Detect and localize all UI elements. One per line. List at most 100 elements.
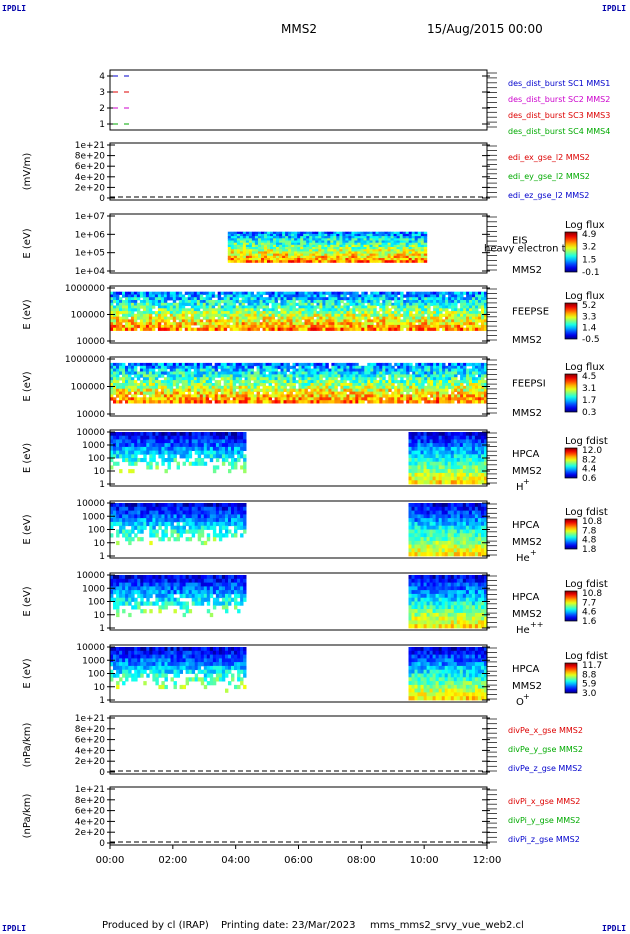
footer-printing-date: Printing date: 23/Mar/2023 [221, 920, 356, 931]
species-label: H [516, 482, 524, 493]
species-label: O [516, 697, 524, 708]
footer-filename: mms_mms2_srvy_vue_web2.cl [370, 920, 524, 931]
y-tick-label: 1 [99, 696, 105, 706]
footer-produced-by: Produced by cl (IRAP) [102, 920, 209, 931]
instrument-label: HPCA [512, 664, 540, 675]
colorbar-tick-label: 11.7 [582, 661, 602, 671]
y-tick-label: 1 [99, 624, 105, 634]
colorbar-tick-label: 5.2 [582, 301, 596, 311]
y-axis-label: E (eV) [22, 658, 33, 688]
instrument-label: HPCA [512, 449, 540, 460]
colorbar-tick-label: 3.3 [582, 312, 596, 322]
colorbar [564, 231, 578, 273]
y-tick-label: 1000 [82, 584, 105, 594]
y-axis-label: (nPa/km) [22, 794, 33, 839]
instrument-label: FEEPSE [512, 307, 549, 318]
y-axis-label: E (eV) [22, 514, 33, 544]
panel-frame [109, 142, 488, 201]
y-tick-label: 1 [99, 120, 105, 130]
y-axis-label: E (eV) [22, 586, 33, 616]
colorbar-tick-label: 0.6 [582, 474, 597, 484]
species-label: He [516, 553, 530, 564]
y-tick-label: 8e+20 [75, 796, 106, 806]
y-tick-label: 10 [94, 467, 106, 477]
legend-label: divPi_x_gse MMS2 [508, 797, 580, 806]
heatmap-hpca_h [110, 432, 488, 485]
colorbar-tick-label: 8.8 [582, 670, 597, 680]
y-tick-label: 10 [94, 539, 106, 549]
legend-label: divPi_z_gse MMS2 [508, 835, 580, 844]
y-tick-label: 2e+20 [75, 757, 106, 767]
page-title-spacecraft: MMS2 [281, 22, 317, 36]
legend-label: edi_ex_gse_l2 MMS2 [508, 153, 590, 162]
species-charge: + [523, 477, 530, 486]
legend-label: edi_ez_gse_l2 MMS2 [508, 191, 589, 200]
colorbar-title: Log flux [565, 220, 605, 231]
colorbar [564, 302, 578, 340]
colorbar [564, 447, 578, 479]
y-tick-label: 6e+20 [75, 736, 106, 746]
y-tick-label: 1e+07 [75, 212, 105, 222]
instrument-label: HPCA [512, 592, 540, 603]
y-tick-label: 8e+20 [75, 152, 106, 162]
y-tick-label: 0 [99, 194, 105, 204]
x-tick-label: 04:00 [221, 855, 250, 866]
y-tick-label: 10000 [76, 643, 105, 653]
panel-hpca_o: 10000 1000 100 10 1 E (eV) HPCA MMS2 O+ Log fdist… [22, 643, 608, 708]
y-tick-label: 0 [99, 768, 105, 778]
instrument-label: FEEPSI [512, 379, 546, 390]
spacecraft-label: MMS2 [512, 408, 542, 419]
y-tick-label: 10000 [76, 499, 105, 509]
heatmap-feepsi [110, 362, 488, 404]
legend-label: divPe_y_gse MMS2 [508, 745, 583, 754]
y-axis-label: E (eV) [22, 443, 33, 473]
colorbar-tick-label: 4.9 [582, 230, 597, 240]
y-tick-label: 1e+21 [75, 785, 105, 795]
colorbar-tick-label: 4.4 [582, 465, 597, 475]
legend-label: des_dist_burst SC3 MMS3 [508, 111, 610, 120]
panel-feepsi: 1000000 100000 10000 E (eV) FEEPSI MMS2 Log fl… [22, 355, 605, 420]
colorbar-tick-label: 4.8 [582, 536, 597, 546]
page-title-datetime: 15/Aug/2015 00:00 [427, 22, 543, 36]
y-tick-label: 100000 [71, 311, 106, 321]
legend-label: divPi_y_gse MMS2 [508, 816, 580, 825]
spacecraft-label: MMS2 [512, 466, 542, 477]
colorbar [564, 662, 578, 694]
species-charge: ++ [530, 620, 543, 629]
y-tick-label: 1000000 [65, 355, 105, 365]
colorbar-tick-label: -0.1 [582, 268, 600, 278]
panel-frame [109, 213, 488, 274]
y-tick-label: 4e+20 [75, 746, 106, 756]
panel-burst: 4 3 2 1 des_dist_burst SC1 MMS1 des_dist_burs… [99, 69, 610, 136]
panel-hpca_he: 10000 1000 100 10 1 E (eV) HPCA MMS2 He+ Log fdis… [22, 499, 608, 564]
species-charge: + [530, 548, 537, 557]
colorbar-tick-label: 12.0 [582, 446, 602, 456]
heatmap-hpca_he [110, 503, 488, 557]
y-tick-label: 10 [94, 611, 106, 621]
instrument-sub-label: heavy electron tof [484, 244, 576, 255]
colorbar-tick-label: 7.7 [582, 598, 596, 608]
y-tick-label: 4 [99, 72, 105, 82]
y-axis-label: E (eV) [22, 371, 33, 401]
y-tick-label: 4e+20 [75, 817, 106, 827]
colorbar-tick-label: 3.2 [582, 243, 596, 253]
panel-frame [109, 715, 488, 775]
colorbar-tick-label: 1.6 [582, 617, 597, 627]
y-tick-label: 10000 [76, 571, 105, 581]
colorbar [564, 590, 578, 622]
y-tick-label: 100000 [71, 383, 106, 393]
y-tick-label: 100 [88, 598, 105, 608]
corner-label-bottom-right: IPDLI [602, 924, 627, 933]
spacecraft-label: MMS2 [512, 609, 542, 620]
panel-hpca_hepp: 10000 1000 100 10 1 E (eV) HPCA MMS2 He++ Log fdi… [22, 571, 608, 636]
colorbar-title: Log flux [565, 362, 605, 373]
x-tick-label: 06:00 [284, 855, 313, 866]
y-tick-label: 1e+21 [75, 141, 105, 151]
panel-frame [109, 69, 488, 131]
y-tick-label: 2e+20 [75, 183, 106, 193]
legend-label: divPe_x_gse MMS2 [508, 726, 583, 735]
corner-label-top-right: IPDLI [602, 4, 627, 13]
